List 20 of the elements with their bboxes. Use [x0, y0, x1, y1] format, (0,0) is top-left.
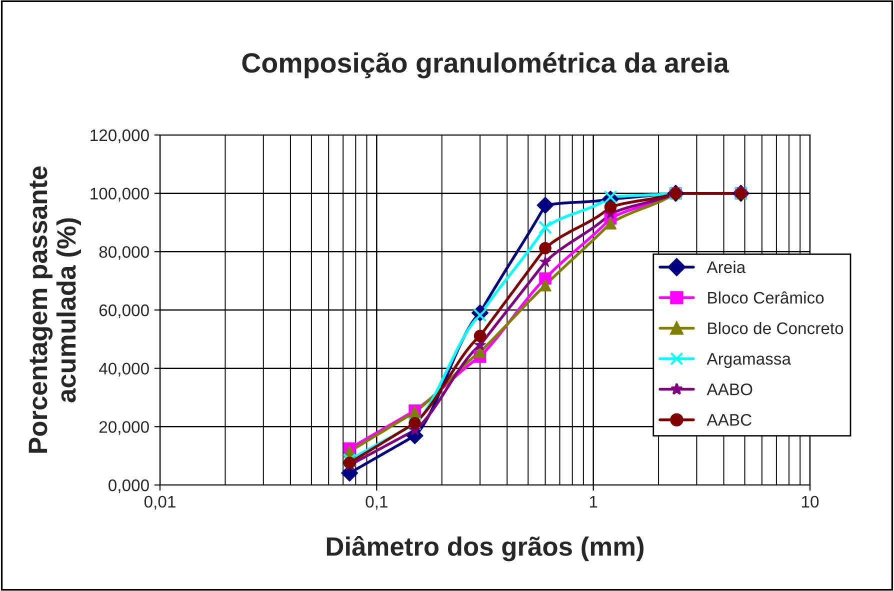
y-tick-label: 120,000 [90, 129, 149, 144]
y-tick-label: 100,000 [90, 188, 149, 202]
x-tick-label: 10 [802, 496, 819, 508]
legend-label: AABC [706, 414, 752, 426]
legend-label: Argamassa [706, 353, 792, 368]
y-axis-title: Porcentagem passante acumulada (%) [28, 166, 82, 453]
legend-label: Areia [706, 260, 746, 274]
x-axis-title: Diâmetro dos grãos (mm) [326, 536, 644, 562]
x-tick-label: 0,1 [366, 496, 388, 510]
y-tick-label: 0,000 [108, 479, 149, 494]
y-tick-label: 80,000 [99, 246, 149, 260]
x-tick-label: 1 [590, 496, 598, 508]
x-tick-label: 0,01 [144, 496, 176, 510]
chart-title: Composição granulométrica da areia [242, 52, 730, 78]
y-tick-label: 40,000 [98, 362, 149, 377]
legend-label: Bloco Cerâmico [708, 291, 824, 304]
legend-label: Bloco de Concreto [708, 322, 844, 334]
y-tick-label: 20,000 [99, 421, 149, 435]
legend-label: AABO [706, 383, 752, 396]
y-tick-label: 60,000 [99, 304, 149, 318]
